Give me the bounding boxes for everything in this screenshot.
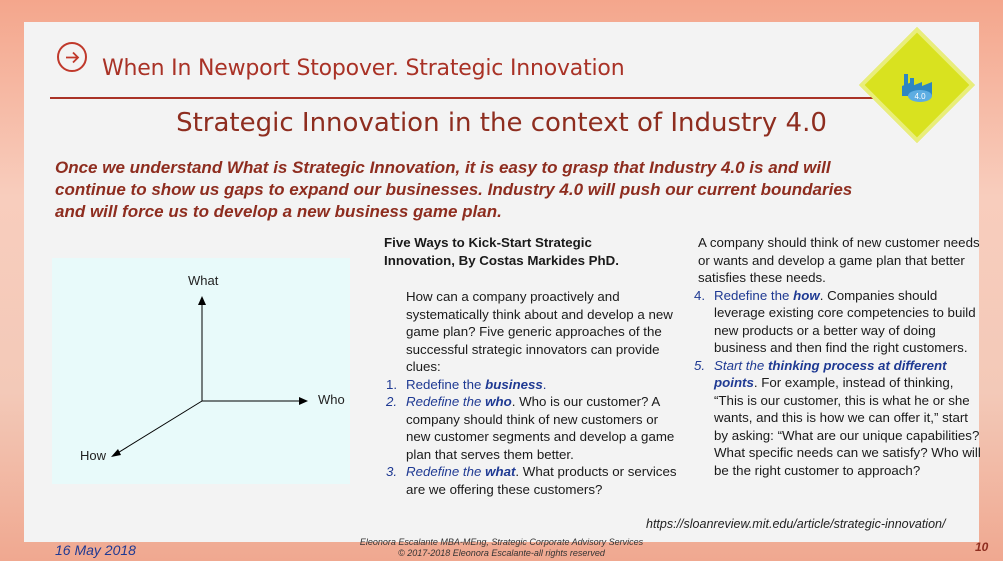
footer-credit: Eleonora Escalante MBA-MEng, Strategic C… [359, 537, 644, 558]
intro-paragraph: Once we understand What is Strategic Inn… [55, 158, 853, 221]
slide-date: 16 May 2018 [55, 542, 136, 558]
list-item: 3. Redefine the what. What products or se… [386, 464, 677, 497]
article-lead: How can a company proactively and system… [406, 289, 673, 374]
svg-text:4.0: 4.0 [914, 92, 926, 101]
list-item: 2. Redefine the who. Who is our customer?… [386, 394, 675, 462]
page-number: 10 [975, 540, 989, 554]
continued-paragraph: A company should think of new customer n… [698, 235, 980, 285]
factory-4-0-icon: 4.0 [902, 74, 932, 102]
slide-title: Strategic Innovation in the context of I… [176, 108, 827, 138]
axis-label-what: What [188, 273, 219, 288]
article-heading: Five Ways to Kick-Start Strategic Innova… [384, 235, 619, 268]
article-column-2: A company should think of new customer n… [692, 234, 982, 479]
header-divider [50, 97, 930, 99]
axes-diagram: What Who How [52, 258, 350, 484]
next-arrow-icon[interactable] [57, 42, 87, 72]
axis-label-who: Who [318, 392, 345, 407]
list-item: 1. Redefine the business. [386, 376, 547, 392]
article-column-1: Five Ways to Kick-Start Strategic Innova… [384, 234, 684, 498]
header-title: When In Newport Stopover. Strategic Inno… [102, 56, 625, 81]
axis-label-how: How [80, 448, 107, 463]
source-link[interactable]: https://sloanreview.mit.edu/article/stra… [646, 517, 946, 531]
axes-diagram-svg [111, 296, 308, 457]
list-item: 4. Redefine the how. Companies should lev… [694, 287, 976, 356]
list-item: 5. Start the thinking process at differen… [694, 357, 981, 478]
